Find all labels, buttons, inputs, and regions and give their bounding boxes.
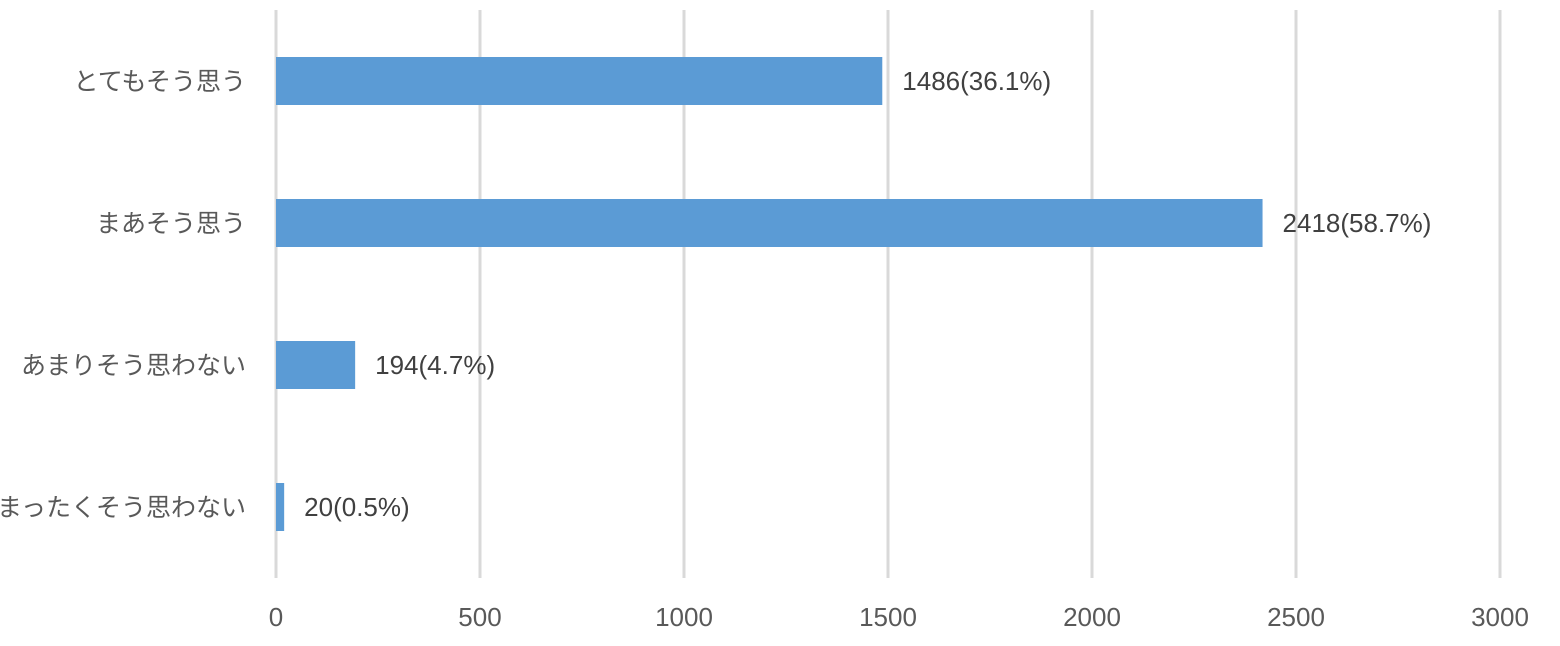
bars — [276, 57, 1263, 531]
bar — [276, 57, 883, 105]
x-tick-label: 1000 — [655, 602, 713, 632]
bar — [276, 199, 1263, 247]
data-label: 1486(36.1%) — [902, 66, 1051, 96]
bar — [276, 483, 285, 531]
category-label: あまりそう思わない — [21, 351, 246, 380]
x-tick-label: 2500 — [1267, 602, 1325, 632]
x-tick-label: 3000 — [1471, 602, 1529, 632]
data-label: 20(0.5%) — [304, 492, 410, 522]
bar — [276, 341, 356, 389]
x-tick-labels: 0 500 1000 1500 2000 2500 3000 — [269, 602, 1529, 632]
category-label: まあそう思う — [96, 209, 246, 238]
x-tick-label: 0 — [269, 602, 283, 632]
x-tick-label: 500 — [458, 602, 501, 632]
category-label: まったくそう思わない — [0, 493, 246, 522]
data-label: 194(4.7%) — [375, 350, 495, 380]
category-label: とてもそう思う — [73, 67, 246, 96]
x-tick-label: 1500 — [859, 602, 917, 632]
data-label: 2418(58.7%) — [1283, 208, 1432, 238]
data-labels: 1486(36.1%) 2418(58.7%) 194(4.7%) 20(0.5%) — [304, 66, 1431, 522]
x-tick-label: 2000 — [1063, 602, 1121, 632]
